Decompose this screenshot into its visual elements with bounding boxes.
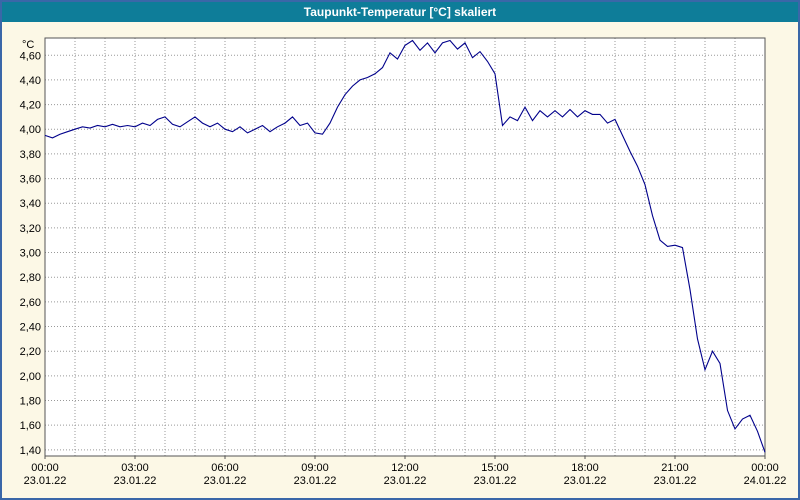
x-tick-date-label: 23.01.22	[24, 475, 67, 487]
chart-svg: °C4,60 4,40 4,20 4,00 3,80 3,60 3,40 3,20 3,00 2,…	[20, 37, 787, 487]
series	[44, 39, 766, 453]
x-tick-time-label: 09:00	[301, 462, 329, 474]
grid	[45, 38, 765, 456]
x-tick-date-label: 23.01.22	[204, 475, 247, 487]
y-tick-label: 4,40	[20, 75, 41, 87]
y-tick-label: 2,00	[20, 371, 41, 383]
y-tick-label: 1,60	[20, 420, 41, 432]
y-tick-label: 2,40	[20, 322, 41, 334]
x-tick-time-label: 21:00	[661, 462, 689, 474]
x-tick-time-label: 18:00	[571, 462, 599, 474]
axes	[44, 37, 766, 459]
x-tick-date-label: 23.01.22	[474, 475, 517, 487]
x-tick-time-label: 06:00	[211, 462, 239, 474]
y-tick-label: 1,80	[20, 396, 41, 408]
y-tick-label: 3,60	[20, 174, 41, 186]
series-polyline	[44, 39, 766, 453]
x-tick-date-label: 23.01.22	[384, 475, 427, 487]
x-tick-date-label: 23.01.22	[294, 475, 337, 487]
plot-background	[45, 38, 765, 456]
y-tick-label: 3,00	[20, 248, 41, 260]
x-tick-time-label: 00:00	[751, 462, 779, 474]
plot-area	[45, 38, 765, 456]
x-tick-time-label: 00:00	[31, 462, 59, 474]
y-tick-label: 2,20	[20, 346, 41, 358]
y-tick-label: 2,60	[20, 297, 41, 309]
y-tick-label: 4,00	[20, 124, 41, 136]
y-tick-label: 2,80	[20, 272, 41, 284]
x-tick-date-label: 23.01.22	[654, 475, 697, 487]
x-tick-time-label: 03:00	[121, 462, 149, 474]
y-tick-label: 3,40	[20, 198, 41, 210]
y-axis-unit-label: °C	[22, 39, 34, 51]
x-tick-time-label: 15:00	[481, 462, 509, 474]
x-tick-date-label: 23.01.22	[564, 475, 607, 487]
x-tick-time-label: 12:00	[391, 462, 419, 474]
chart-title: Taupunkt-Temperatur [°C] skaliert	[303, 5, 497, 19]
x-tick-date-label: 23.01.22	[114, 475, 157, 487]
x-tick-date-label: 24.01.22	[744, 475, 787, 487]
y-tick-label: 1,40	[20, 445, 41, 457]
chart-title-bar: Taupunkt-Temperatur [°C] skaliert	[2, 2, 798, 22]
y-tick-label: 3,80	[20, 149, 41, 161]
y-tick-label: 3,20	[20, 223, 41, 235]
axis-labels: °C4,60 4,40 4,20 4,00 3,80 3,60 3,40 3,20 3,00 2,…	[20, 39, 787, 487]
y-tick-label: 4,20	[20, 100, 41, 112]
y-tick-label: 4,60	[20, 50, 41, 62]
